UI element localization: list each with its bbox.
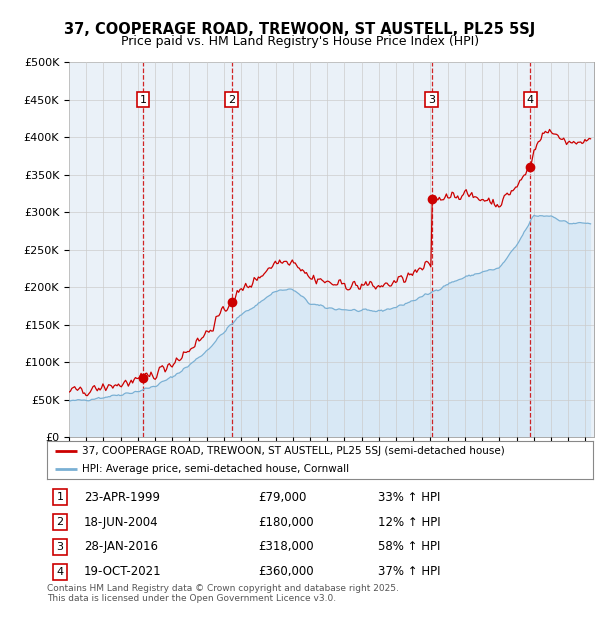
- Text: £79,000: £79,000: [258, 491, 307, 503]
- Text: 37, COOPERAGE ROAD, TREWOON, ST AUSTELL, PL25 5SJ: 37, COOPERAGE ROAD, TREWOON, ST AUSTELL,…: [64, 22, 536, 37]
- Text: 2: 2: [56, 517, 64, 527]
- Text: 58% ↑ HPI: 58% ↑ HPI: [378, 541, 440, 553]
- Text: 3: 3: [428, 94, 435, 105]
- Text: 37, COOPERAGE ROAD, TREWOON, ST AUSTELL, PL25 5SJ (semi-detached house): 37, COOPERAGE ROAD, TREWOON, ST AUSTELL,…: [82, 446, 505, 456]
- Text: 2: 2: [228, 94, 235, 105]
- Text: £180,000: £180,000: [258, 516, 314, 528]
- Text: 33% ↑ HPI: 33% ↑ HPI: [378, 491, 440, 503]
- Text: 1: 1: [140, 94, 146, 105]
- Text: £318,000: £318,000: [258, 541, 314, 553]
- Text: 23-APR-1999: 23-APR-1999: [84, 491, 160, 503]
- Text: HPI: Average price, semi-detached house, Cornwall: HPI: Average price, semi-detached house,…: [82, 464, 349, 474]
- Text: 19-OCT-2021: 19-OCT-2021: [84, 565, 161, 578]
- Text: Contains HM Land Registry data © Crown copyright and database right 2025.
This d: Contains HM Land Registry data © Crown c…: [47, 584, 398, 603]
- Text: 1: 1: [56, 492, 64, 502]
- Text: £360,000: £360,000: [258, 565, 314, 578]
- Text: 12% ↑ HPI: 12% ↑ HPI: [378, 516, 440, 528]
- Text: 4: 4: [527, 94, 534, 105]
- Text: 18-JUN-2004: 18-JUN-2004: [84, 516, 158, 528]
- Text: 28-JAN-2016: 28-JAN-2016: [84, 541, 158, 553]
- Text: Price paid vs. HM Land Registry's House Price Index (HPI): Price paid vs. HM Land Registry's House …: [121, 35, 479, 48]
- Text: 4: 4: [56, 567, 64, 577]
- Text: 3: 3: [56, 542, 64, 552]
- Text: 37% ↑ HPI: 37% ↑ HPI: [378, 565, 440, 578]
